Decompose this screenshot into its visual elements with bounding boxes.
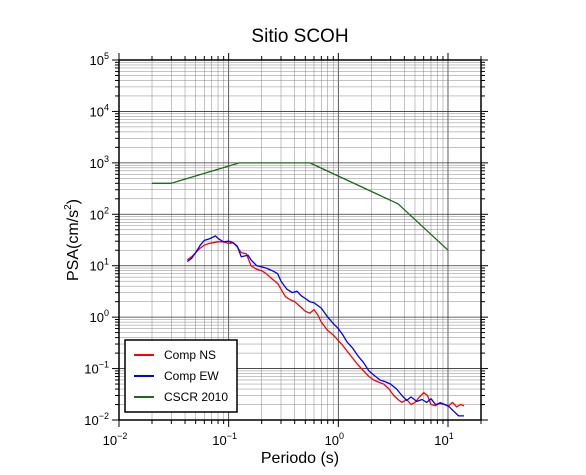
chart-title: Sitio SCOH	[251, 26, 348, 47]
legend-label-ns: Comp NS	[164, 348, 216, 362]
y-tick-label: 104	[90, 102, 109, 119]
tick-labels: 10−2 10−1 100 101 10−2 10−1 100 101 102 103 104 105	[84, 51, 453, 448]
x-tick-label: 101	[434, 431, 453, 448]
y-tick-label: 103	[90, 154, 109, 171]
y-tick-label: 10−1	[84, 360, 109, 377]
y-axis-label-close: )	[65, 199, 82, 204]
plot-frame	[118, 59, 482, 421]
y-axis-label-sup: 2	[63, 204, 74, 210]
y-tick-label: 102	[90, 205, 109, 222]
y-tick-label: 100	[90, 308, 109, 325]
series-layer	[152, 162, 465, 417]
y-tick-label: 10−2	[84, 411, 109, 428]
x-tick-label: 100	[325, 431, 344, 448]
x-axis-label: Periodo (s)	[261, 450, 339, 467]
y-axis-label-main: PSA(cm/s	[65, 210, 82, 281]
series-line-comp-ew	[186, 235, 464, 417]
y-tick-label: 101	[90, 257, 109, 274]
legend-label-cscr: CSCR 2010	[164, 390, 228, 404]
y-tick-label: 105	[90, 51, 109, 68]
axis-ticks	[112, 53, 488, 427]
y-axis-label: PSA(cm/s2)	[63, 199, 82, 281]
x-tick-label: 10−2	[103, 431, 128, 448]
legend-label-ew: Comp EW	[164, 369, 219, 383]
x-tick-label: 10−1	[212, 431, 237, 448]
series-line-cscr-2010	[152, 162, 449, 251]
legend: Comp NS Comp EW CSCR 2010	[124, 339, 238, 413]
